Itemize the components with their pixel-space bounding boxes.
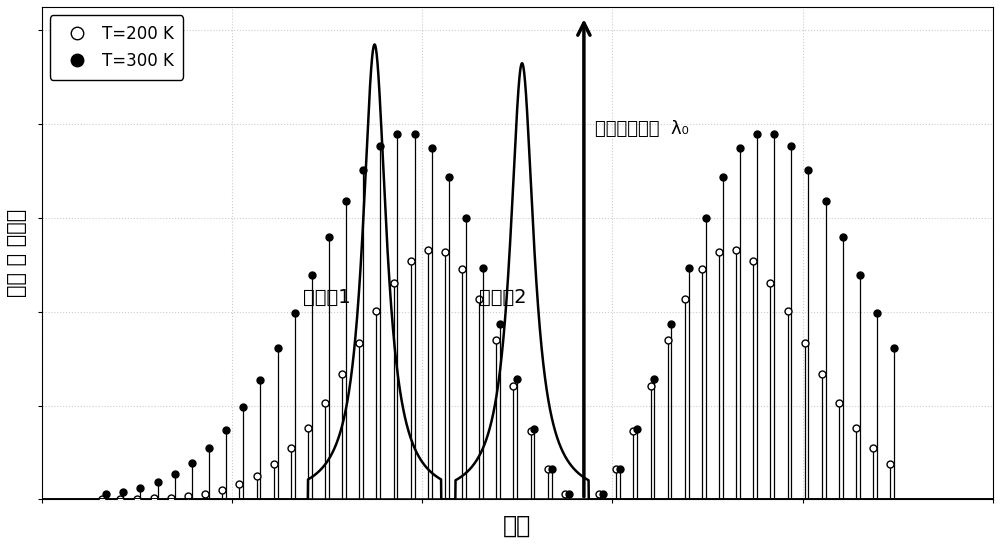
Legend: T=200 K, T=300 K: T=200 K, T=300 K [50, 15, 183, 80]
Y-axis label: 强度 和 透过率: 强度 和 透过率 [7, 209, 27, 298]
Text: 激光出射波长  λ₀: 激光出射波长 λ₀ [595, 119, 689, 137]
X-axis label: 波长: 波长 [503, 514, 531, 538]
Text: 滤波器1: 滤波器1 [303, 287, 351, 306]
Text: 滤波器2: 滤波器2 [479, 287, 527, 306]
